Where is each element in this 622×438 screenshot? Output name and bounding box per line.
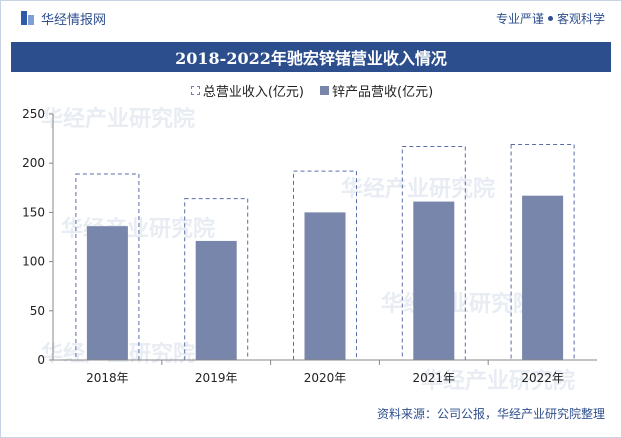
bar-zinc bbox=[522, 195, 564, 360]
y-axis: 0 50 100 150 200 250 bbox=[22, 107, 54, 367]
x-tick-label: 2020年 bbox=[304, 371, 347, 385]
x-axis: 2018年 2019年 2020年 2021年 2022年 bbox=[53, 359, 597, 385]
brand-logo-icon bbox=[21, 11, 35, 25]
chart-title: 2018-2022年驰宏锌锗营业收入情况 bbox=[11, 42, 611, 72]
x-tick-label: 2018年 bbox=[86, 371, 129, 385]
bars-group bbox=[75, 144, 575, 361]
legend-label-total: 总营业收入(亿元) bbox=[202, 85, 304, 100]
brand-name: 华经情报网 bbox=[41, 12, 107, 28]
y-tick-label: 50 bbox=[30, 304, 45, 318]
legend-item-zinc: 锌产品营收(亿元) bbox=[320, 81, 433, 100]
y-tick-label: 150 bbox=[22, 205, 45, 219]
slogan-right: 客观科学 bbox=[556, 11, 605, 26]
y-tick-label: 0 bbox=[37, 353, 45, 367]
bar-zinc bbox=[86, 226, 128, 360]
bar-zinc bbox=[304, 212, 346, 360]
bar-zinc bbox=[413, 201, 455, 360]
y-tick-label: 200 bbox=[22, 156, 45, 170]
source-note: 资料来源：公司公报，华经产业研究院整理 bbox=[376, 407, 605, 421]
x-tick-label: 2022年 bbox=[521, 371, 564, 385]
bullet-dot-icon bbox=[547, 15, 553, 21]
y-tick-label: 250 bbox=[22, 107, 45, 121]
slogan: 专业严谨 客观科学 bbox=[496, 10, 605, 27]
legend-swatch-zinc bbox=[320, 86, 329, 95]
legend: 总营业收入(亿元) 锌产品营收(亿元) bbox=[1, 81, 622, 100]
slogan-left: 专业严谨 bbox=[495, 11, 544, 26]
legend-swatch-total bbox=[190, 86, 200, 95]
legend-item-total: 总营业收入(亿元) bbox=[190, 81, 304, 100]
brand: 华经情报网 bbox=[21, 9, 106, 28]
top-bar: 华经情报网 专业严谨 客观科学 bbox=[1, 1, 621, 35]
x-tick-label: 2019年 bbox=[195, 371, 238, 385]
x-tick-label: 2021年 bbox=[413, 371, 456, 385]
y-tick-label: 100 bbox=[22, 255, 45, 269]
legend-label-zinc: 锌产品营收(亿元) bbox=[332, 85, 434, 100]
bar-zinc bbox=[195, 240, 237, 360]
